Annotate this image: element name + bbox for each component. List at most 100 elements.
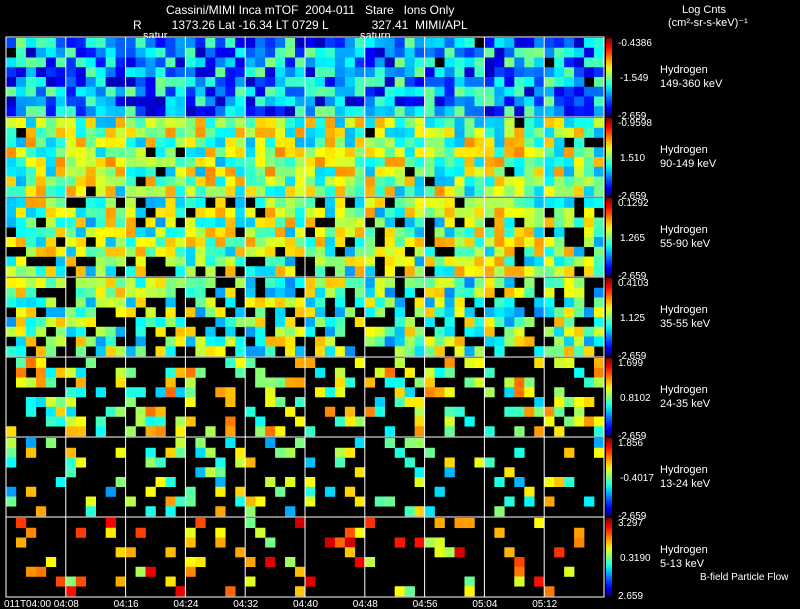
heatmap-cell: [155, 416, 166, 427]
heatmap-cell: [55, 217, 67, 228]
heatmap-cell: [414, 406, 425, 417]
heatmap-cell: [15, 207, 27, 218]
heatmap-cell: [564, 86, 575, 97]
heatmap-cell: [354, 137, 366, 148]
heatmap-cell: [324, 486, 336, 497]
x-tick-label: 04:24: [173, 599, 198, 609]
panel-energy-label: 5-13 keV: [660, 558, 705, 570]
heatmap-cell: [175, 198, 186, 209]
heatmap-cell: [384, 496, 395, 507]
heatmap-cell: [364, 77, 376, 88]
heatmap-cell: [514, 227, 525, 238]
heatmap-cell: [305, 166, 316, 177]
heatmap-cell: [25, 377, 37, 388]
heatmap-cell: [295, 438, 306, 449]
heatmap-cell: [484, 336, 495, 347]
heatmap-cell: [165, 96, 176, 107]
heatmap-cell: [324, 237, 336, 248]
heatmap-cell: [235, 447, 246, 458]
heatmap-cell: [484, 38, 495, 49]
heatmap-cell: [494, 477, 505, 488]
heatmap-cell: [225, 387, 236, 398]
heatmap-cell: [195, 176, 206, 187]
heatmap-cell: [454, 47, 465, 58]
heatmap-cell: [125, 426, 136, 437]
heatmap-cell: [394, 67, 405, 78]
heatmap-cell: [374, 406, 386, 417]
heatmap-cell: [414, 38, 425, 49]
heatmap-cell: [285, 77, 296, 88]
heatmap-cell: [75, 326, 87, 337]
heatmap-cell: [45, 106, 57, 117]
heatmap-cell: [85, 287, 96, 298]
heatmap-cell: [85, 118, 96, 129]
heatmap-cell: [125, 77, 136, 88]
heatmap-cell: [464, 377, 475, 388]
heatmap-cell: [115, 237, 126, 248]
heatmap-cell: [6, 237, 17, 248]
heatmap-cell: [185, 266, 196, 277]
heatmap-cell: [45, 137, 57, 148]
heatmap-cell: [125, 147, 136, 158]
heatmap-cell: [45, 77, 57, 88]
heatmap-cell: [135, 127, 146, 138]
heatmap-cell: [434, 47, 445, 58]
colorbar-max-label: 3.297: [618, 518, 643, 529]
heatmap-cell: [175, 416, 186, 427]
heatmap-cell: [444, 157, 455, 168]
heatmap-cell: [444, 57, 455, 68]
heatmap-cell: [314, 336, 326, 347]
heatmap-cell: [275, 207, 286, 218]
heatmap-cell: [75, 137, 87, 148]
heatmap-cell: [105, 77, 116, 88]
heatmap-cell: [444, 67, 455, 78]
heatmap-cell: [424, 297, 435, 308]
heatmap-cell: [15, 227, 27, 238]
heatmap-cell: [484, 367, 495, 378]
heatmap-cell: [344, 527, 356, 538]
heatmap-cell: [35, 566, 47, 577]
heatmap-cell: [504, 186, 515, 197]
heatmap-cell: [115, 38, 126, 49]
heatmap-cell: [564, 246, 575, 257]
heatmap-cell: [424, 77, 435, 88]
heatmap-cell: [185, 157, 196, 168]
heatmap-cell: [434, 176, 445, 187]
colorbar-max-label: 0.4103: [618, 278, 649, 289]
heatmap-cell: [305, 86, 316, 97]
heatmap-cell: [404, 266, 415, 277]
heatmap-cell: [205, 246, 216, 257]
colorbar-min-label: -2.659: [618, 191, 647, 202]
heatmap-cell: [574, 186, 585, 197]
heatmap-cell: [155, 457, 166, 468]
heatmap-cell: [504, 496, 515, 507]
heatmap-cell: [314, 278, 326, 289]
heatmap-cell: [55, 246, 67, 257]
heatmap-cell: [75, 387, 87, 398]
heatmap-cell: [504, 217, 515, 228]
heatmap-cell: [454, 266, 465, 277]
heatmap-cell: [305, 426, 316, 437]
heatmap-cell: [594, 246, 605, 257]
heatmap-cell: [285, 186, 296, 197]
heatmap-cell: [25, 147, 37, 158]
heatmap-cell: [295, 566, 306, 577]
heatmap-cell: [215, 467, 226, 478]
x-tick-label: 04:40: [293, 599, 318, 609]
heatmap-cell: [25, 486, 37, 497]
heatmap-cell: [334, 106, 346, 117]
heatmap-cell: [105, 237, 116, 248]
heatmap-cell: [225, 166, 236, 177]
heatmap-cell: [125, 547, 136, 558]
heatmap-cell: [344, 166, 356, 177]
heatmap-cell: [175, 336, 186, 347]
heatmap-cell: [384, 367, 395, 378]
heatmap-cell: [265, 227, 276, 238]
heatmap-cell: [554, 157, 565, 168]
heatmap-cell: [285, 157, 296, 168]
heatmap-cell: [554, 77, 565, 88]
heatmap-cell: [564, 397, 575, 408]
heatmap-cell: [265, 256, 276, 267]
heatmap-cell: [584, 96, 595, 107]
heatmap-cell: [414, 537, 425, 548]
